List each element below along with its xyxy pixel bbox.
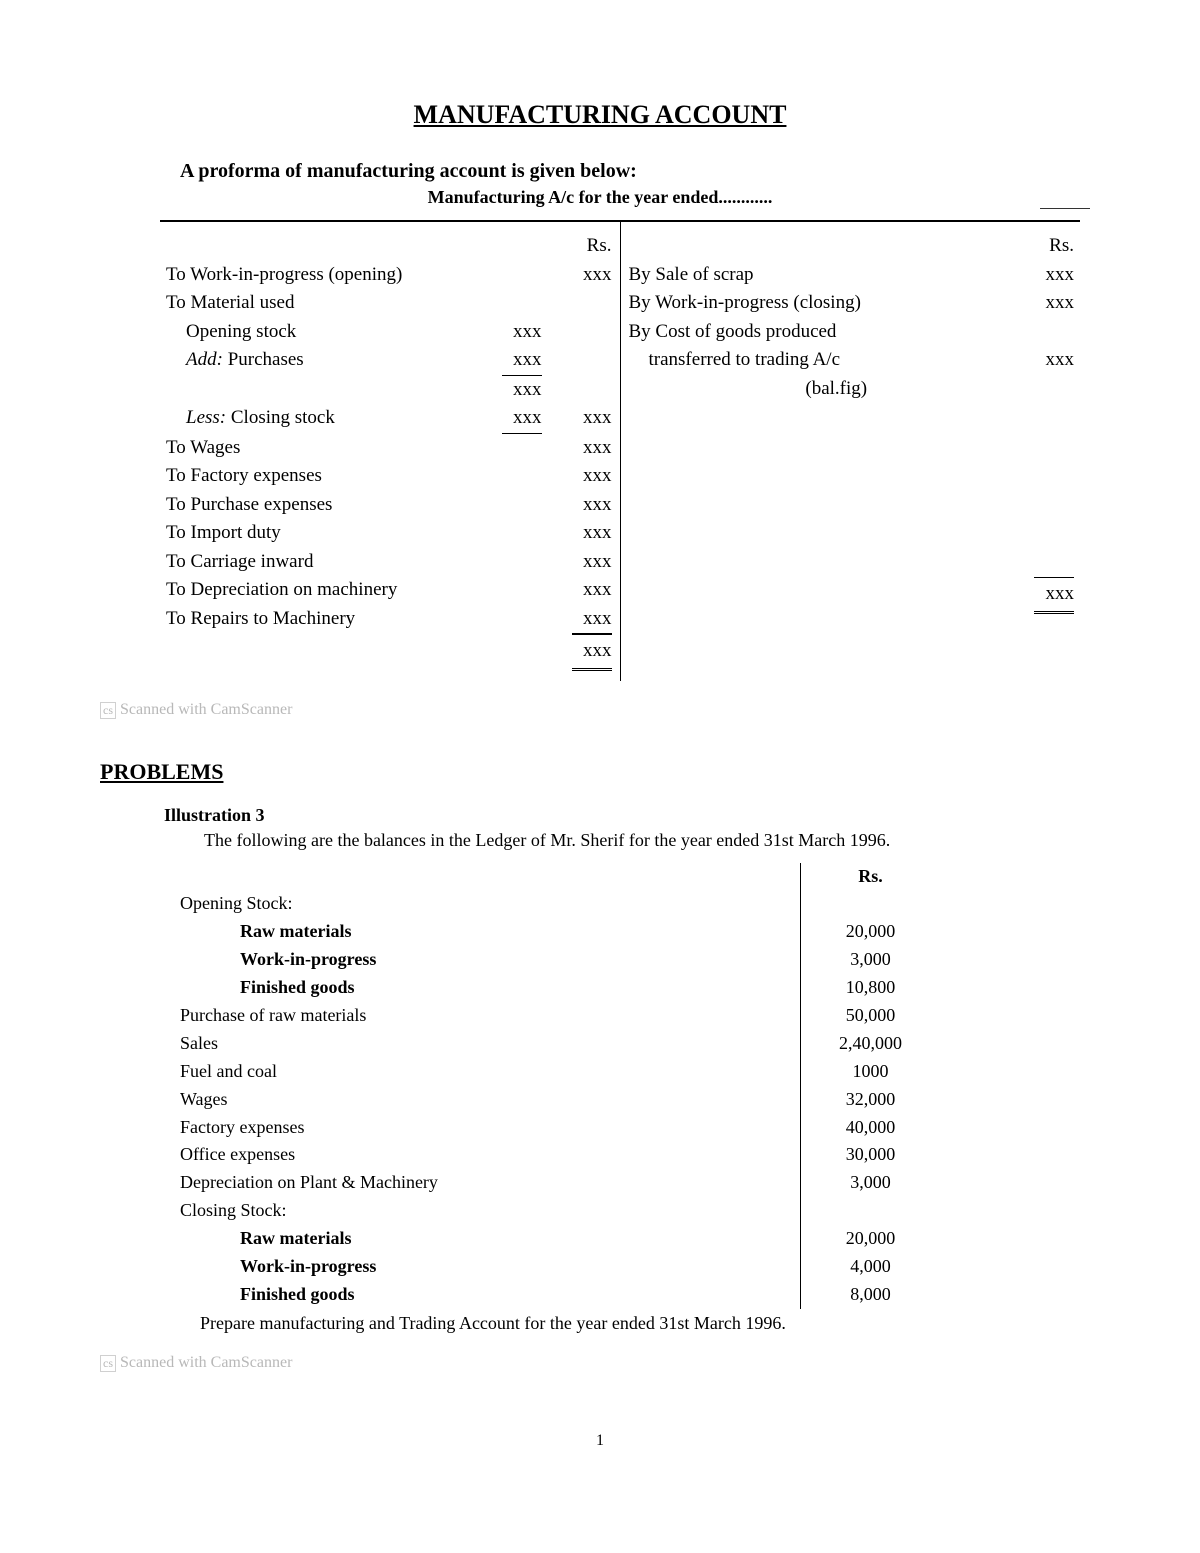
table-row: Factory expenses40,000 xyxy=(180,1114,940,1142)
table-row: Opening stockxxx xyxy=(166,318,612,347)
intro-text: A proforma of manufacturing account is g… xyxy=(180,160,1080,183)
credit-side: Rs. By Sale of scrapxxxBy Work-in-progre… xyxy=(621,222,1081,681)
table-row: Office expenses30,000 xyxy=(180,1141,940,1169)
page-title: MANUFACTURING ACCOUNT xyxy=(120,100,1080,130)
table-row: To Factory expensesxxx xyxy=(166,462,612,491)
table-row: To Carriage inwardxxx xyxy=(166,548,612,577)
table-row: Closing Stock: xyxy=(180,1197,940,1225)
table-row: Less: Closing stockxxxxxx xyxy=(166,404,612,434)
table-row: Depreciation on Plant & Machinery3,000 xyxy=(180,1169,940,1197)
table-row: Finished goods10,800 xyxy=(180,974,940,1002)
table-row: To Purchase expensesxxx xyxy=(166,491,612,520)
prepare-instruction: Prepare manufacturing and Trading Accoun… xyxy=(160,1313,980,1334)
table-row: Raw materials20,000 xyxy=(180,918,940,946)
debit-total: xxx xyxy=(552,634,612,671)
scanner-watermark: csScanned with CamScanner xyxy=(100,701,1080,719)
table-row: To Import dutyxxx xyxy=(166,519,612,548)
page-number: 1 xyxy=(120,1432,1080,1450)
table-row: (bal.fig) xyxy=(629,375,1075,404)
ledger-table: Rs. Opening Stock:Raw materials20,000Wor… xyxy=(180,863,940,1309)
table-row: Wages32,000 xyxy=(180,1086,940,1114)
table-row: Add: Purchasesxxx xyxy=(166,346,612,376)
table-row: Raw materials20,000 xyxy=(180,1225,940,1253)
cs-icon: cs xyxy=(100,1355,116,1372)
illustration-text: The following are the balances in the Le… xyxy=(164,830,960,851)
problems-heading: PROBLEMS xyxy=(100,759,1080,785)
currency-header: Rs. xyxy=(1024,232,1074,261)
debit-side: Rs. To Work-in-progress (opening)xxxTo M… xyxy=(160,222,621,681)
scanner-watermark: csScanned with CamScanner xyxy=(100,1354,1080,1372)
table-row: By Cost of goods produced xyxy=(629,318,1075,347)
cs-icon: cs xyxy=(100,702,116,719)
table-row: Work-in-progress4,000 xyxy=(180,1253,940,1281)
table-row: xxx xyxy=(166,376,612,405)
table-row: To Work-in-progress (opening)xxx xyxy=(166,261,612,290)
credit-total: xxx xyxy=(1024,577,1074,614)
ledger-currency-header: Rs. xyxy=(800,863,940,891)
table-row: To Depreciation on machineryxxx xyxy=(166,576,612,605)
table-row: By Sale of scrapxxx xyxy=(629,261,1075,290)
table-row: Sales2,40,000 xyxy=(180,1030,940,1058)
table-row: To Repairs to Machineryxxx xyxy=(166,605,612,635)
table-row: Purchase of raw materials50,000 xyxy=(180,1002,940,1030)
table-row: Fuel and coal1000 xyxy=(180,1058,940,1086)
table-row: Opening Stock: xyxy=(180,890,940,918)
table-row: By Work-in-progress (closing)xxx xyxy=(629,289,1075,318)
table-row: Work-in-progress3,000 xyxy=(180,946,940,974)
table-row: To Material used xyxy=(166,289,612,318)
table-row: Finished goods8,000 xyxy=(180,1281,940,1309)
currency-header: Rs. xyxy=(552,232,612,261)
proforma-table: Rs. To Work-in-progress (opening)xxxTo M… xyxy=(160,220,1080,681)
table-row: To Wagesxxx xyxy=(166,434,612,463)
illustration-title: Illustration 3 xyxy=(164,805,1080,826)
table-row: transferred to trading A/cxxx xyxy=(629,346,1075,375)
